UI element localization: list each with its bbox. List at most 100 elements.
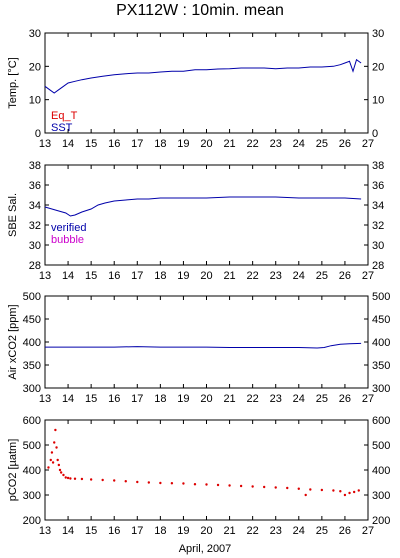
- y-tick-label-right: 36: [372, 180, 384, 192]
- data-point: [49, 458, 52, 462]
- x-tick-label: 27: [362, 270, 374, 282]
- x-tick-label: 20: [200, 525, 212, 537]
- x-tick-label: 19: [177, 138, 189, 150]
- y-tick-label-right: 600: [372, 415, 390, 427]
- x-tick-label: 27: [362, 525, 374, 537]
- y-tick-label: 30: [29, 28, 41, 40]
- x-tick-label: 21: [223, 525, 235, 537]
- x-tick-label: 13: [39, 525, 51, 537]
- x-axis-label: April, 2007: [179, 543, 232, 555]
- x-tick-label: 20: [200, 393, 212, 405]
- y-tick-label: 0: [35, 128, 41, 140]
- data-point: [239, 484, 243, 488]
- x-tick-label: 27: [362, 138, 374, 150]
- y-tick-label: 36: [29, 180, 41, 192]
- x-tick-label: 17: [131, 138, 143, 150]
- series-line: [44, 196, 362, 217]
- data-point: [59, 471, 63, 474]
- x-tick-label: 23: [270, 525, 282, 537]
- data-point: [343, 493, 347, 497]
- x-tick-label: 24: [293, 138, 305, 150]
- y-tick-label-right: 34: [372, 200, 384, 212]
- y-tick-label: 500: [23, 291, 41, 303]
- y-tick-label-right: 30: [372, 240, 384, 252]
- y-axis-label: pCO2 [µatm]: [7, 439, 19, 502]
- series-line: [44, 58, 362, 94]
- panel-frame: [44, 295, 369, 389]
- y-tick-label: 600: [23, 415, 41, 427]
- x-tick-label: 16: [108, 138, 120, 150]
- data-point: [205, 483, 208, 486]
- data-point: [57, 463, 61, 467]
- y-tick-label: 30: [29, 240, 41, 252]
- panel-frame: [44, 419, 369, 521]
- x-tick-label: 19: [177, 393, 189, 405]
- panel-frame: [44, 164, 369, 266]
- y-tick-label: 28: [29, 260, 41, 272]
- y-tick-label: 300: [23, 490, 41, 502]
- data-point: [262, 485, 266, 489]
- x-tick-label: 14: [62, 270, 74, 282]
- y-tick-label: 200: [23, 515, 41, 527]
- data-point: [89, 478, 93, 481]
- data-point: [339, 490, 342, 493]
- x-tick-label: 13: [39, 138, 51, 150]
- x-tick-label: 22: [247, 393, 259, 405]
- x-tick-label: 16: [108, 525, 120, 537]
- data-point: [170, 482, 174, 485]
- legend-entry: bubble: [51, 234, 84, 246]
- y-axis-label: Temp. [°C]: [7, 57, 19, 108]
- x-tick-label: 21: [223, 138, 235, 150]
- x-tick-label: 20: [200, 138, 212, 150]
- data-point: [216, 483, 220, 487]
- data-point: [274, 486, 277, 489]
- x-tick-label: 15: [85, 393, 97, 405]
- x-tick-label: 26: [339, 270, 351, 282]
- y-tick-label-right: 350: [372, 360, 390, 372]
- data-point: [182, 482, 185, 485]
- x-tick-label: 22: [247, 270, 259, 282]
- y-tick-label: 32: [29, 220, 41, 232]
- y-tick-label: 20: [29, 61, 41, 73]
- y-tick-label-right: 28: [372, 260, 384, 272]
- legend-entry: verified: [51, 222, 86, 234]
- x-tick-label: 26: [339, 393, 351, 405]
- x-tick-label: 21: [223, 393, 235, 405]
- data-point: [136, 480, 139, 484]
- data-point: [73, 477, 77, 480]
- x-tick-label: 17: [131, 270, 143, 282]
- x-tick-label: 19: [177, 525, 189, 537]
- x-tick-label: 18: [154, 393, 166, 405]
- y-tick-label: 450: [23, 314, 41, 326]
- x-tick-label: 21: [223, 270, 235, 282]
- data-point: [80, 477, 84, 481]
- x-tick-label: 23: [270, 270, 282, 282]
- x-tick-label: 13: [39, 393, 51, 405]
- x-tick-label: 23: [270, 138, 282, 150]
- y-tick-label-right: 200: [372, 515, 390, 527]
- x-tick-label: 24: [293, 270, 305, 282]
- x-tick-label: 25: [316, 393, 328, 405]
- data-point: [69, 477, 72, 480]
- data-point: [53, 441, 56, 444]
- x-tick-label: 15: [85, 138, 97, 150]
- x-tick-label: 24: [293, 393, 305, 405]
- y-tick-label: 38: [29, 160, 41, 172]
- y-tick-label-right: 38: [372, 160, 384, 172]
- data-point: [50, 451, 54, 454]
- y-tick-label-right: 500: [372, 440, 390, 452]
- y-tick-label: 34: [29, 200, 41, 212]
- x-tick-label: 16: [108, 270, 120, 282]
- x-tick-label: 20: [200, 270, 212, 282]
- data-point: [332, 489, 335, 492]
- data-point: [55, 446, 58, 449]
- x-tick-label: 16: [108, 393, 120, 405]
- data-point: [309, 488, 312, 491]
- data-point: [159, 481, 162, 485]
- y-tick-label-right: 400: [372, 337, 390, 349]
- x-tick-label: 13: [39, 270, 51, 282]
- chart-title: PX112W : 10min. mean: [116, 2, 284, 19]
